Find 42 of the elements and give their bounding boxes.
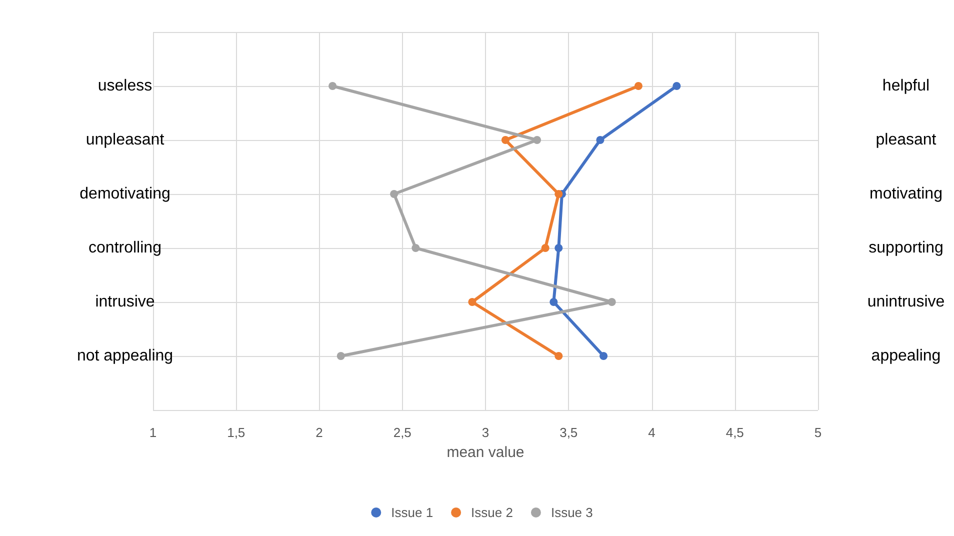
point <box>468 298 476 306</box>
point <box>634 82 642 90</box>
point <box>550 298 558 306</box>
y-tick-label: useless <box>98 78 152 94</box>
point <box>600 352 608 360</box>
y2-tick-label: supporting <box>868 240 944 256</box>
y-tick-label: unpleasant <box>86 132 165 148</box>
point <box>501 136 510 144</box>
point <box>328 82 337 90</box>
x-tick-label: 1 <box>149 425 157 440</box>
x-tick-label: 3,5 <box>560 425 578 440</box>
point <box>412 244 420 252</box>
point <box>554 352 563 360</box>
x-axis-title: mean value <box>446 444 524 461</box>
x-tick-label: 4,5 <box>726 425 744 440</box>
point <box>390 190 398 198</box>
x-tick-label: 5 <box>814 425 822 440</box>
point <box>336 352 345 360</box>
x-tick-label: 2,5 <box>393 425 412 440</box>
point <box>533 136 542 144</box>
x-tick-label: 2 <box>316 425 323 440</box>
y2-tick-label: pleasant <box>876 132 937 148</box>
point <box>554 190 563 198</box>
point <box>554 244 563 252</box>
y-tick-label: not appealing <box>76 348 174 364</box>
y2-tick-label: helpful <box>882 78 930 94</box>
x-tick-label: 1,5 <box>227 425 246 440</box>
point <box>596 136 604 144</box>
y-tick-label: demotivating <box>80 186 170 202</box>
y-tick-label: controlling <box>88 240 162 256</box>
point <box>541 244 550 252</box>
x-tick-label: 3 <box>482 425 490 440</box>
point <box>672 82 681 90</box>
legend-label: Issue 1 <box>391 505 434 520</box>
y2-tick-label: motivating <box>870 186 942 202</box>
y-tick-label: intrusive <box>95 294 155 310</box>
point <box>608 298 616 306</box>
y2-tick-label: unintrusive <box>867 294 945 310</box>
legend-label: Issue 3 <box>550 505 593 520</box>
legend-label: Issue 2 <box>471 505 513 520</box>
y2-tick-label: appealing <box>871 348 941 364</box>
x-tick-label: 4 <box>648 425 656 440</box>
